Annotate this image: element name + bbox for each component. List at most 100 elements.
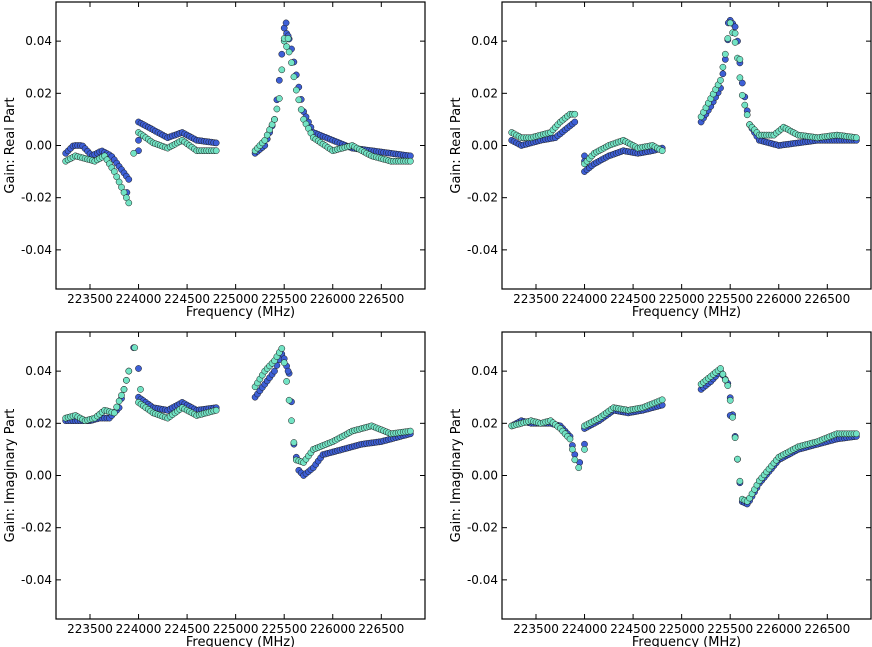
y-tick-label: -0.04 xyxy=(467,243,498,257)
y-tick-label: 0.00 xyxy=(25,139,52,153)
data-point xyxy=(280,359,288,367)
data-point xyxy=(290,73,298,81)
axes-frame xyxy=(55,1,426,290)
series-light xyxy=(508,19,860,168)
data-point xyxy=(571,110,579,118)
y-axis-label: Gain: Imaginary Part xyxy=(449,409,464,543)
data-point xyxy=(581,446,588,453)
data-point xyxy=(275,95,283,102)
data-point xyxy=(297,106,305,113)
axes-frame xyxy=(55,331,426,620)
x-tick-label: 226000 xyxy=(310,622,356,636)
data-point xyxy=(295,96,303,104)
chart-panel-4: 223500 224000 224500 225000 225500 226000 2265… xyxy=(449,331,872,647)
x-tick-label: 225000 xyxy=(659,292,705,306)
y-tick-label: -0.04 xyxy=(467,573,498,587)
data-point xyxy=(288,417,295,425)
x-axis-label: Frequency (MHz) xyxy=(186,305,295,320)
data-point xyxy=(278,345,286,352)
y-tick-label: 0.04 xyxy=(471,364,498,378)
y-axis-label: Gain: Real Part xyxy=(449,97,464,193)
data-point xyxy=(575,464,583,472)
y-axis-label: Gain: Real Part xyxy=(3,97,18,193)
x-tick-label: 224000 xyxy=(116,292,162,306)
data-point xyxy=(658,147,666,155)
y-tick-label: 0.00 xyxy=(471,139,498,153)
y-tick-label: 0.00 xyxy=(25,469,52,483)
data-point xyxy=(120,386,128,393)
x-tick-label: 226500 xyxy=(358,292,404,306)
data-point xyxy=(290,439,298,446)
data-point xyxy=(125,367,133,375)
x-tick-label: 223500 xyxy=(513,292,559,306)
x-tick-label: 224500 xyxy=(610,622,656,636)
data-point xyxy=(717,76,724,84)
data-point xyxy=(571,456,579,464)
data-point xyxy=(284,35,292,42)
data-point xyxy=(731,29,739,37)
data-point xyxy=(278,50,286,58)
data-point xyxy=(285,48,293,56)
data-point xyxy=(731,23,739,31)
x-tick-label: 226500 xyxy=(804,292,850,306)
data-point xyxy=(729,413,736,421)
chart-panel-1: 223500 224000 224500 225000 225500 226000 2265… xyxy=(3,1,426,320)
data-point xyxy=(135,136,142,144)
x-tick-label: 224500 xyxy=(610,292,656,306)
data-point xyxy=(282,19,290,27)
data-point xyxy=(407,427,414,435)
y-tick-label: -0.04 xyxy=(21,573,52,587)
data-point xyxy=(731,434,739,442)
data-point xyxy=(719,370,727,378)
axes-frame xyxy=(501,1,872,290)
data-point xyxy=(115,397,123,405)
data-point xyxy=(719,63,727,71)
data-point xyxy=(721,50,729,58)
data-point xyxy=(736,74,744,82)
y-tick-label: -0.04 xyxy=(21,243,52,257)
data-point xyxy=(125,176,133,183)
data-point xyxy=(131,344,139,352)
x-tick-label: 225500 xyxy=(707,622,753,636)
x-tick-label: 224000 xyxy=(562,292,608,306)
y-tick-label: 0.02 xyxy=(25,416,52,430)
data-point xyxy=(212,406,220,414)
chart-panel-3: 223500 224000 224500 225000 225500 226000 2265… xyxy=(3,331,426,647)
data-point xyxy=(571,118,579,126)
y-tick-label: 0.02 xyxy=(25,86,52,100)
data-point xyxy=(566,435,574,443)
data-point xyxy=(731,39,739,46)
data-point xyxy=(407,157,414,165)
x-tick-label: 224500 xyxy=(164,622,210,636)
x-axis-label: Frequency (MHz) xyxy=(186,635,295,647)
data-point xyxy=(130,149,138,157)
data-point xyxy=(726,19,734,27)
y-tick-label: 0.02 xyxy=(471,416,498,430)
y-tick-label: 0.04 xyxy=(25,34,52,48)
data-point xyxy=(292,86,300,94)
data-point xyxy=(736,477,744,485)
data-point xyxy=(741,101,749,109)
data-point xyxy=(283,378,290,385)
y-tick-label: 0.02 xyxy=(471,86,498,100)
x-tick-label: 225500 xyxy=(261,622,307,636)
x-tick-label: 226500 xyxy=(804,622,850,636)
data-point xyxy=(110,409,118,417)
x-tick-label: 226000 xyxy=(756,622,802,636)
y-tick-label: -0.02 xyxy=(21,191,52,205)
x-axis-label: Frequency (MHz) xyxy=(632,305,741,320)
data-point xyxy=(288,59,295,67)
data-point xyxy=(719,70,727,78)
x-tick-label: 223500 xyxy=(67,292,113,306)
data-point xyxy=(658,396,666,404)
data-point xyxy=(853,430,860,438)
x-tick-label: 226000 xyxy=(756,292,802,306)
data-point xyxy=(285,396,293,404)
data-point xyxy=(726,397,734,404)
data-point xyxy=(135,365,142,372)
data-point xyxy=(271,367,278,375)
x-tick-label: 223500 xyxy=(67,622,113,636)
data-point xyxy=(724,382,732,389)
x-tick-label: 225000 xyxy=(213,292,259,306)
data-point xyxy=(743,111,751,119)
